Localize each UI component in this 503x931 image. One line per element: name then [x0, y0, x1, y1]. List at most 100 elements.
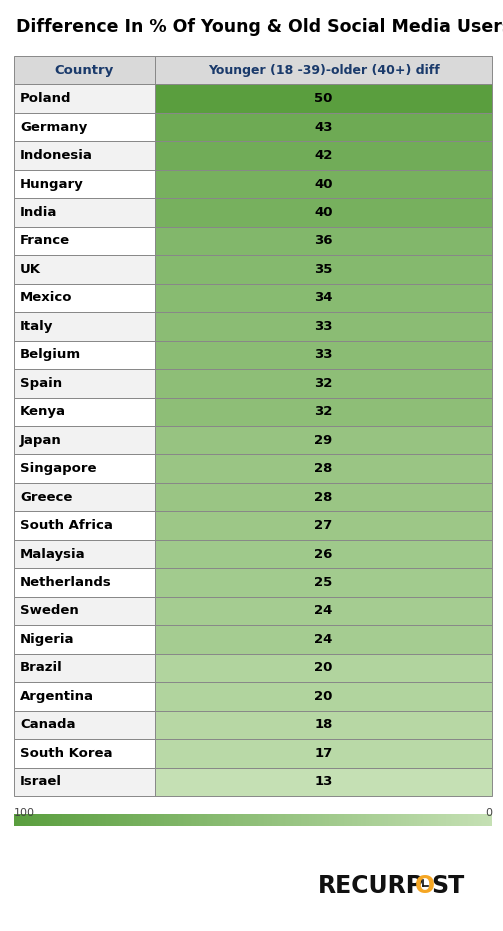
FancyBboxPatch shape [468, 814, 470, 826]
FancyBboxPatch shape [317, 814, 319, 826]
FancyBboxPatch shape [433, 814, 435, 826]
FancyBboxPatch shape [155, 597, 492, 626]
FancyBboxPatch shape [86, 814, 88, 826]
FancyBboxPatch shape [89, 814, 91, 826]
FancyBboxPatch shape [466, 814, 469, 826]
FancyBboxPatch shape [422, 814, 424, 826]
FancyBboxPatch shape [443, 814, 445, 826]
FancyBboxPatch shape [414, 814, 416, 826]
FancyBboxPatch shape [102, 814, 104, 826]
Text: 13: 13 [314, 776, 332, 789]
FancyBboxPatch shape [463, 814, 465, 826]
FancyBboxPatch shape [411, 814, 413, 826]
FancyBboxPatch shape [167, 814, 169, 826]
FancyBboxPatch shape [191, 814, 193, 826]
FancyBboxPatch shape [425, 814, 427, 826]
FancyBboxPatch shape [155, 398, 492, 426]
FancyBboxPatch shape [221, 814, 223, 826]
FancyBboxPatch shape [373, 814, 375, 826]
FancyBboxPatch shape [301, 814, 303, 826]
FancyBboxPatch shape [137, 814, 139, 826]
FancyBboxPatch shape [14, 113, 155, 142]
FancyBboxPatch shape [183, 814, 185, 826]
FancyBboxPatch shape [60, 814, 62, 826]
Text: 24: 24 [314, 633, 332, 646]
FancyBboxPatch shape [16, 814, 18, 826]
FancyBboxPatch shape [310, 814, 312, 826]
FancyBboxPatch shape [320, 814, 322, 826]
FancyBboxPatch shape [341, 814, 343, 826]
FancyBboxPatch shape [390, 814, 392, 826]
FancyBboxPatch shape [165, 814, 167, 826]
FancyBboxPatch shape [47, 814, 50, 826]
FancyBboxPatch shape [487, 814, 489, 826]
FancyBboxPatch shape [424, 814, 426, 826]
FancyBboxPatch shape [283, 814, 285, 826]
FancyBboxPatch shape [252, 814, 254, 826]
FancyBboxPatch shape [485, 814, 488, 826]
FancyBboxPatch shape [127, 814, 129, 826]
FancyBboxPatch shape [200, 814, 203, 826]
Text: 29: 29 [314, 434, 332, 447]
FancyBboxPatch shape [339, 814, 341, 826]
FancyBboxPatch shape [277, 814, 279, 826]
FancyBboxPatch shape [155, 540, 492, 568]
FancyBboxPatch shape [306, 814, 308, 826]
FancyBboxPatch shape [407, 814, 409, 826]
FancyBboxPatch shape [81, 814, 83, 826]
FancyBboxPatch shape [321, 814, 323, 826]
FancyBboxPatch shape [68, 814, 70, 826]
FancyBboxPatch shape [279, 814, 281, 826]
FancyBboxPatch shape [207, 814, 209, 826]
FancyBboxPatch shape [156, 814, 158, 826]
FancyBboxPatch shape [116, 814, 118, 826]
FancyBboxPatch shape [312, 814, 314, 826]
FancyBboxPatch shape [157, 814, 159, 826]
FancyBboxPatch shape [304, 814, 306, 826]
FancyBboxPatch shape [155, 341, 492, 369]
Text: 33: 33 [314, 320, 333, 333]
FancyBboxPatch shape [84, 814, 86, 826]
FancyBboxPatch shape [331, 814, 333, 826]
FancyBboxPatch shape [14, 540, 155, 568]
Text: ST: ST [431, 874, 464, 898]
FancyBboxPatch shape [14, 255, 155, 284]
FancyBboxPatch shape [470, 814, 472, 826]
FancyBboxPatch shape [24, 814, 26, 826]
FancyBboxPatch shape [474, 814, 476, 826]
FancyBboxPatch shape [199, 814, 201, 826]
FancyBboxPatch shape [328, 814, 330, 826]
FancyBboxPatch shape [358, 814, 360, 826]
FancyBboxPatch shape [334, 814, 337, 826]
Text: Canada: Canada [20, 719, 75, 732]
FancyBboxPatch shape [215, 814, 217, 826]
FancyBboxPatch shape [78, 814, 80, 826]
FancyBboxPatch shape [70, 814, 72, 826]
FancyBboxPatch shape [350, 814, 352, 826]
FancyBboxPatch shape [428, 814, 431, 826]
FancyBboxPatch shape [17, 814, 19, 826]
FancyBboxPatch shape [135, 814, 137, 826]
FancyBboxPatch shape [441, 814, 443, 826]
FancyBboxPatch shape [231, 814, 233, 826]
FancyBboxPatch shape [14, 654, 155, 682]
FancyBboxPatch shape [478, 814, 480, 826]
FancyBboxPatch shape [185, 814, 187, 826]
FancyBboxPatch shape [376, 814, 378, 826]
FancyBboxPatch shape [417, 814, 419, 826]
FancyBboxPatch shape [255, 814, 257, 826]
FancyBboxPatch shape [155, 312, 492, 341]
FancyBboxPatch shape [155, 284, 492, 312]
FancyBboxPatch shape [361, 814, 364, 826]
FancyBboxPatch shape [74, 814, 76, 826]
FancyBboxPatch shape [49, 814, 51, 826]
FancyBboxPatch shape [155, 113, 492, 142]
FancyBboxPatch shape [14, 626, 155, 654]
FancyBboxPatch shape [412, 814, 414, 826]
FancyBboxPatch shape [438, 814, 440, 826]
FancyBboxPatch shape [14, 483, 155, 511]
Text: 40: 40 [314, 206, 333, 219]
FancyBboxPatch shape [91, 814, 93, 826]
FancyBboxPatch shape [298, 814, 300, 826]
FancyBboxPatch shape [253, 814, 255, 826]
